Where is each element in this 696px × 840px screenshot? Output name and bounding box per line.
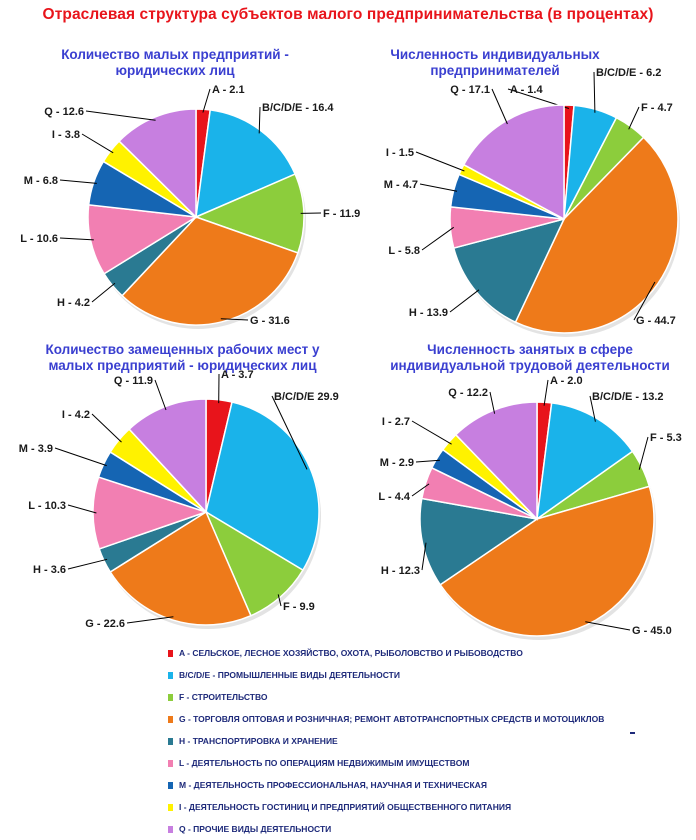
pie1-label-h: H - 4.2 <box>57 297 90 309</box>
pie1-label-f: F - 11.9 <box>323 208 360 220</box>
pie4-label-l: L - 4.4 <box>378 491 410 503</box>
legend-label-f: F - СТРОИТЕЛЬСТВО <box>179 692 268 702</box>
pie4-label-a: A - 2.0 <box>550 375 583 387</box>
pie4-label-f: F - 5.3 <box>650 432 682 444</box>
legend-item-l: L - ДЕЯТЕЛЬНОСТЬ ПО ОПЕРАЦИЯМ НЕДВИЖИМЫМ… <box>168 752 688 774</box>
pie3-leader-m <box>55 448 107 466</box>
pie1-label-m: M - 6.8 <box>24 175 58 187</box>
pie4-label-h: H - 12.3 <box>381 565 420 577</box>
legend-label-q: Q - ПРОЧИЕ ВИДЫ ДЕЯТЕЛЬНОСТИ <box>179 824 331 834</box>
pie2-leader-h <box>450 290 479 312</box>
legend-item-a: A - СЕЛЬСКОЕ, ЛЕСНОЕ ХОЗЯЙСТВО, ОХОТА, Р… <box>168 642 688 664</box>
pie2-label-i: I - 1.5 <box>386 147 414 159</box>
legend-swatch-bcde <box>168 672 173 679</box>
legend-label-m: M - ДЕЯТЕЛЬНОСТЬ ПРОФЕССИОНАЛЬНАЯ, НАУЧН… <box>179 780 487 790</box>
pie1-leader-h <box>92 283 115 302</box>
pie4-leader-i <box>412 421 452 444</box>
pie2-label-bcde: B/C/D/E - 6.2 <box>596 67 661 79</box>
legend-swatch-q <box>168 826 173 833</box>
pie2-label-m: M - 4.7 <box>384 179 418 191</box>
legend-swatch-l <box>168 760 173 767</box>
pie4-label-g: G - 45.0 <box>632 625 672 637</box>
pie4-label-i: I - 2.7 <box>382 416 410 428</box>
legend: A - СЕЛЬСКОЕ, ЛЕСНОЕ ХОЗЯЙСТВО, ОХОТА, Р… <box>168 642 688 840</box>
legend-item-m: M - ДЕЯТЕЛЬНОСТЬ ПРОФЕССИОНАЛЬНАЯ, НАУЧН… <box>168 774 688 796</box>
pie2-label-a: A - 1.4 <box>510 84 543 96</box>
legend-item-g: G - ТОРГОВЛЯ ОПТОВАЯ И РОЗНИЧНАЯ; РЕМОНТ… <box>168 708 688 730</box>
legend-item-h: H - ТРАНСПОРТИРОВКА И ХРАНЕНИЕ <box>168 730 688 752</box>
legend-label-l: L - ДЕЯТЕЛЬНОСТЬ ПО ОПЕРАЦИЯМ НЕДВИЖИМЫМ… <box>179 758 469 768</box>
pie3-label-g: G - 22.6 <box>85 618 125 630</box>
pie4-label-m: M - 2.9 <box>380 457 414 469</box>
pie1-label-l: L - 10.6 <box>20 233 58 245</box>
legend-item-bcde: B/C/D/E - ПРОМЫШЛЕННЫЕ ВИДЫ ДЕЯТЕЛЬНОСТИ <box>168 664 688 686</box>
legend-label-g: G - ТОРГОВЛЯ ОПТОВАЯ И РОЗНИЧНАЯ; РЕМОНТ… <box>179 714 604 724</box>
pie3-label-i: I - 4.2 <box>62 409 90 421</box>
pie1-leader-i <box>82 134 113 153</box>
pie2-label-h: H - 13.9 <box>409 307 448 319</box>
legend-item-f: F - СТРОИТЕЛЬСТВО <box>168 686 688 708</box>
pie2-leader-i <box>416 152 464 171</box>
pie3-label-bcde: B/C/D/E 29.9 <box>274 391 339 403</box>
legend-swatch-h <box>168 738 173 745</box>
pie1-label-a: A - 2.1 <box>212 84 245 96</box>
pie2-leader-m <box>420 184 457 191</box>
pie2-label-l: L - 5.8 <box>388 245 420 257</box>
pie1-label-q: Q - 12.6 <box>44 106 84 118</box>
pie1-leader-m <box>60 180 97 183</box>
pie-chart-2: A - 1.4 B/C/D/E - 6.2 F - 4.7 G - 44.7 H - 1… <box>384 67 680 337</box>
pie2-label-q: Q - 17.1 <box>450 84 490 96</box>
pie2-leader-q <box>492 89 507 124</box>
pie1-label-bcde: B/C/D/E - 16.4 <box>262 102 334 114</box>
legend-label-i: I - ДЕЯТЕЛЬНОСТЬ ГОСТИНИЦ И ПРЕДПРИЯТИЙ … <box>179 802 511 812</box>
pie1-leader-l <box>60 238 94 240</box>
legend-swatch-m <box>168 782 173 789</box>
pie3-label-h: H - 3.6 <box>33 564 66 576</box>
pie4-label-q: Q - 12.2 <box>448 387 488 399</box>
legend-label-h: H - ТРАНСПОРТИРОВКА И ХРАНЕНИЕ <box>179 736 338 746</box>
pie3-leader-q <box>155 380 166 410</box>
pie1-label-i: I - 3.8 <box>52 129 80 141</box>
pie1-leader-q <box>86 111 156 120</box>
pie3-label-m: M - 3.9 <box>19 443 53 455</box>
legend-label-bcde: B/C/D/E - ПРОМЫШЛЕННЫЕ ВИДЫ ДЕЯТЕЛЬНОСТИ <box>179 670 400 680</box>
legend-swatch-f <box>168 694 173 701</box>
pie1-label-g: G - 31.6 <box>250 315 290 327</box>
pie3-label-a: A - 3.7 <box>221 369 254 381</box>
pie3-leader-i <box>92 414 122 442</box>
pie2-leader-l <box>422 227 454 250</box>
legend-item-i: I - ДЕЯТЕЛЬНОСТЬ ГОСТИНИЦ И ПРЕДПРИЯТИЙ … <box>168 796 688 818</box>
legend-label-a: A - СЕЛЬСКОЕ, ЛЕСНОЕ ХОЗЯЙСТВО, ОХОТА, Р… <box>179 648 523 658</box>
pie-chart-3: A - 3.7 B/C/D/E 29.9 F - 9.9 G - 22.6 H - 3.… <box>19 369 339 630</box>
pie2-leader-bcde <box>594 72 595 113</box>
pie4-label-bcde: B/C/D/E - 13.2 <box>592 391 664 403</box>
legend-swatch-i <box>168 804 173 811</box>
legend-swatch-a <box>168 650 173 657</box>
pie-chart-4: A - 2.0 B/C/D/E - 13.2 F - 5.3 G - 45.0 H - … <box>378 375 681 640</box>
legend-swatch-g <box>168 716 173 723</box>
pie3-label-f: F - 9.9 <box>283 601 315 613</box>
pie-chart-1: A - 2.1 B/C/D/E - 16.4 F - 11.9 G - 31.6 H -… <box>20 84 360 329</box>
pie3-leader-h <box>68 559 107 569</box>
decorative-dash <box>630 732 635 734</box>
legend-item-q: Q - ПРОЧИЕ ВИДЫ ДЕЯТЕЛЬНОСТИ <box>168 818 688 840</box>
pie2-label-g: G - 44.7 <box>636 315 676 327</box>
pie3-label-l: L - 10.3 <box>28 500 66 512</box>
pie3-label-q: Q - 11.9 <box>114 375 153 387</box>
pie2-leader-f <box>629 107 639 129</box>
pie4-leader-f <box>639 437 648 470</box>
pie2-label-f: F - 4.7 <box>641 102 673 114</box>
